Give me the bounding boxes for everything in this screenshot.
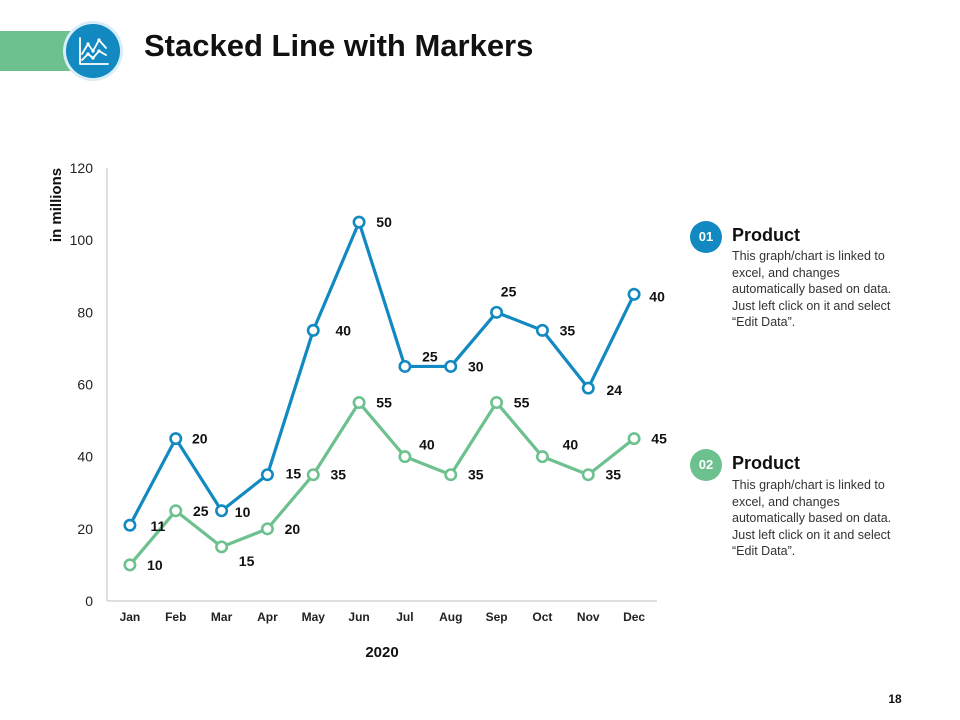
data-point-marker (490, 396, 504, 410)
x-tick-label: Sep (486, 610, 508, 624)
data-label: 25 (193, 503, 209, 519)
series-line-product-01 (128, 220, 636, 526)
data-label: 10 (235, 504, 251, 520)
data-point-marker (352, 396, 366, 410)
y-tick-label: 40 (77, 449, 93, 465)
legend-badge-01: 01 (690, 221, 722, 253)
data-label: 35 (468, 467, 484, 483)
y-tick-label: 60 (77, 377, 93, 393)
legend-title-01: Product (732, 225, 801, 245)
data-label: 25 (422, 348, 438, 364)
page-number: 18 (888, 692, 902, 706)
data-label: 24 (606, 382, 622, 398)
data-label: 55 (376, 395, 392, 411)
data-label: 55 (514, 395, 530, 411)
data-label: 10 (147, 557, 163, 573)
data-point-marker (627, 432, 641, 446)
data-point-marker (398, 359, 412, 373)
data-point-marker (123, 558, 137, 572)
data-label: 25 (501, 283, 517, 299)
data-point-marker (123, 518, 137, 532)
x-tick-label: Mar (211, 610, 233, 624)
x-tick-label: Jul (396, 610, 413, 624)
data-point-marker (581, 381, 595, 395)
data-point-marker (444, 359, 458, 373)
y-tick-label: 80 (77, 304, 93, 320)
data-label: 30 (468, 358, 484, 374)
data-label: 20 (192, 431, 208, 447)
data-point-marker (169, 432, 183, 446)
data-label: 40 (563, 437, 579, 453)
data-point-marker (535, 450, 549, 464)
data-point-marker (627, 287, 641, 301)
y-tick-label: 120 (70, 160, 94, 176)
data-label: 40 (419, 437, 435, 453)
x-tick-label: May (302, 610, 326, 624)
data-point-marker (581, 468, 595, 482)
legend-badge-02: 02 (690, 449, 722, 481)
data-point-marker (490, 305, 504, 319)
data-point-marker (215, 540, 229, 554)
data-point-marker (352, 215, 366, 229)
x-tick-label: Nov (577, 610, 600, 624)
y-tick-label: 0 (85, 593, 93, 609)
legend-description-02: This graph/chart is linked to excel, and… (732, 478, 892, 558)
data-label: 11 (151, 518, 166, 534)
data-point-marker (398, 450, 412, 464)
x-axis-title: 2020 (365, 644, 398, 661)
series-line-product-02 (128, 400, 636, 566)
x-tick-label: Jun (348, 610, 369, 624)
data-point-marker (260, 522, 274, 536)
x-tick-label: Apr (257, 610, 278, 624)
data-label: 15 (286, 466, 302, 482)
data-label: 35 (605, 467, 621, 483)
data-label: 35 (330, 467, 346, 483)
data-point-marker (444, 468, 458, 482)
data-point-marker (260, 468, 274, 482)
data-point-marker (306, 468, 320, 482)
x-tick-label: Aug (439, 610, 462, 624)
data-label: 35 (560, 322, 576, 338)
data-label: 15 (239, 553, 255, 569)
data-label: 40 (649, 288, 665, 304)
data-point-marker (215, 504, 229, 518)
data-point-marker (535, 323, 549, 337)
y-tick-label: 20 (77, 521, 93, 537)
x-tick-label: Jan (120, 610, 141, 624)
data-label: 20 (285, 521, 301, 537)
x-tick-label: Feb (165, 610, 186, 624)
data-label: 45 (651, 431, 667, 447)
legend-title-02: Product (732, 453, 801, 473)
data-label: 40 (335, 322, 351, 338)
line-chart-icon (66, 24, 120, 78)
page-title: Stacked Line with Markers (144, 28, 534, 63)
x-tick-label: Dec (623, 610, 645, 624)
x-tick-label: Oct (532, 610, 552, 624)
data-label: 50 (376, 214, 392, 230)
legend-description-01: This graph/chart is linked to excel, and… (732, 249, 892, 329)
y-tick-label: 100 (70, 232, 94, 248)
y-axis-title: in millions (48, 168, 65, 242)
data-point-marker (306, 323, 320, 337)
data-point-marker (169, 504, 183, 518)
